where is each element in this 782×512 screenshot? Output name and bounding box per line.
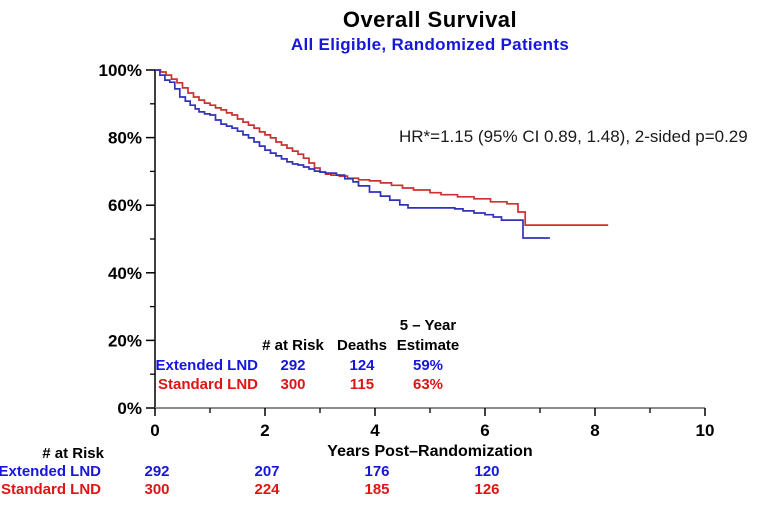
risk-row-extended-values: 292 207 176 120 xyxy=(0,463,782,481)
risk-row-label-extended: Extended LND xyxy=(0,463,101,480)
risk-row-label-standard: Standard LND xyxy=(0,481,101,498)
x-tick-label: 10 xyxy=(696,421,715,440)
x-tick-label: 0 xyxy=(150,421,159,440)
legend-row-label-standard: Standard LND xyxy=(157,376,258,393)
legend-row-label-extended: Extended LND xyxy=(155,357,258,374)
y-tick-label: 100% xyxy=(99,61,142,80)
risk-value: 126 xyxy=(474,481,500,498)
chart-title: Overall Survival xyxy=(342,7,518,32)
risk-value: 224 xyxy=(254,481,280,498)
legend-extended-estimate: 59% xyxy=(412,357,444,374)
legend-standard-estimate: 63% xyxy=(412,376,444,393)
legend-extended-deaths: 124 xyxy=(349,357,375,374)
y-tick-label: 60% xyxy=(108,196,142,215)
legend-header-estimate: Estimate xyxy=(396,337,460,354)
risk-value: 120 xyxy=(474,463,500,480)
legend-header-5year: 5 – Year xyxy=(399,317,457,334)
y-tick-label: 20% xyxy=(108,331,142,350)
legend-extended-at-risk: 292 xyxy=(280,357,306,374)
x-axis-title: Years Post–Randomization xyxy=(327,443,533,460)
risk-table-label: # at Risk xyxy=(42,445,104,462)
risk-value: 176 xyxy=(364,463,390,480)
x-tick-label: 6 xyxy=(480,421,489,440)
legend-standard-at-risk: 300 xyxy=(280,376,306,393)
survival-curve-standard-lnd xyxy=(155,69,609,226)
risk-value: 300 xyxy=(144,481,170,498)
y-tick-label: 0% xyxy=(117,399,142,418)
risk-value: 207 xyxy=(254,463,280,480)
survival-curve-extended-lnd xyxy=(155,69,550,239)
y-tick-label: 40% xyxy=(108,264,142,283)
legend-standard-deaths: 115 xyxy=(349,376,375,393)
risk-row-standard-values: 300 224 185 126 xyxy=(0,481,782,499)
x-tick-label: 2 xyxy=(260,421,269,440)
legend-header-deaths: Deaths xyxy=(336,337,388,354)
chart-subtitle: All Eligible, Randomized Patients xyxy=(290,35,570,54)
x-tick-label: 4 xyxy=(370,421,380,440)
hazard-ratio-annotation: HR*=1.15 (95% CI 0.89, 1.48), 2-sided p=… xyxy=(399,127,748,146)
legend-header-at-risk: # at Risk xyxy=(262,337,324,354)
risk-value: 292 xyxy=(144,463,170,480)
y-tick-label: 80% xyxy=(108,129,142,148)
risk-value: 185 xyxy=(364,481,390,498)
x-tick-label: 8 xyxy=(590,421,599,440)
